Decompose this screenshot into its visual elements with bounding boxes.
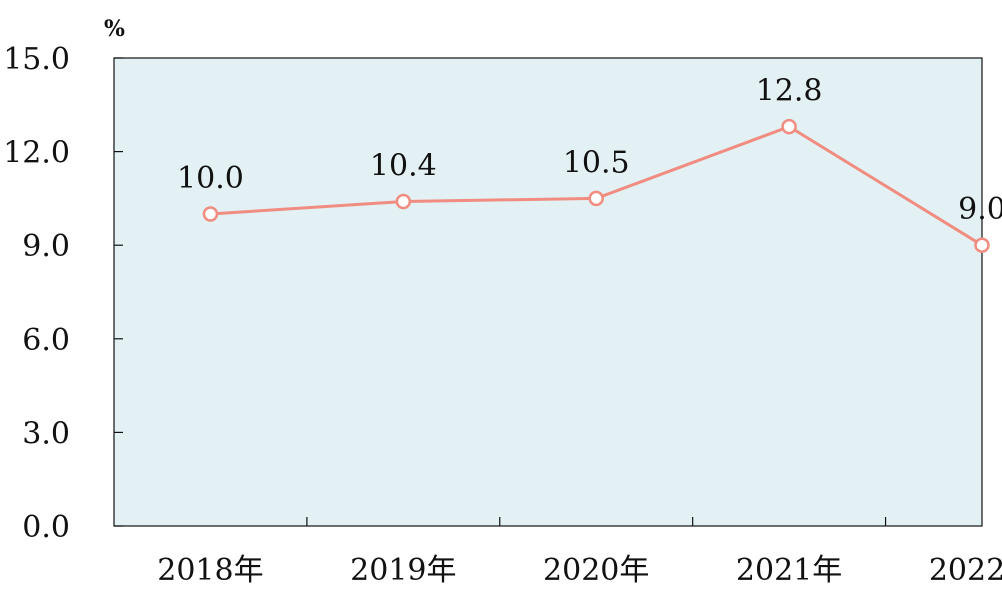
data-point-marker (781, 118, 797, 135)
data-point-marker (588, 190, 604, 207)
y-axis-unit-label: % (104, 16, 125, 42)
y-tick-label: 15.0 (3, 42, 70, 77)
x-axis: 2018年 2019年 2020年 2021年 2022年 (157, 517, 1002, 588)
data-point-marker (974, 237, 990, 253)
x-tick-label: 2019年 (350, 553, 456, 588)
series-line-group (202, 118, 990, 253)
x-tick-label: 2018年 (157, 553, 263, 588)
y-tick-label: 12.0 (3, 136, 70, 171)
x-tick-label: 2022年 (929, 553, 1002, 588)
y-tick-label: 6.0 (22, 323, 70, 358)
plot-area (113, 57, 983, 527)
data-label-group: 10.0 10.4 10.5 12.8 9.0 (177, 74, 1002, 228)
x-tick-label: 2021年 (736, 553, 842, 588)
data-label: 10.5 (563, 145, 630, 180)
data-point-marker (395, 193, 412, 210)
data-point-marker (202, 206, 219, 222)
data-label: 10.0 (177, 161, 244, 196)
data-label: 9.0 (958, 192, 1002, 227)
y-tick-label: 3.0 (22, 416, 70, 451)
data-label: 10.4 (370, 149, 437, 184)
data-label: 12.8 (756, 74, 823, 109)
x-tick-label: 2020年 (543, 553, 649, 588)
y-tick-label: 9.0 (22, 229, 70, 264)
y-tick-label: 0.0 (22, 510, 70, 545)
y-axis: 0.0 3.0 6.0 9.0 12.0 15.0 (3, 42, 123, 545)
